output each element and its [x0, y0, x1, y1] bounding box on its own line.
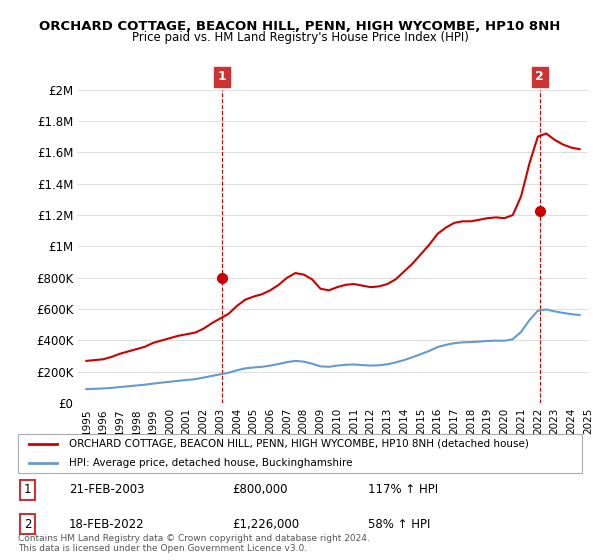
Text: 2: 2	[23, 517, 31, 530]
Text: £1,226,000: £1,226,000	[232, 517, 299, 530]
Text: 1: 1	[23, 483, 31, 496]
Text: Contains HM Land Registry data © Crown copyright and database right 2024.
This d: Contains HM Land Registry data © Crown c…	[18, 534, 370, 553]
Text: Price paid vs. HM Land Registry's House Price Index (HPI): Price paid vs. HM Land Registry's House …	[131, 31, 469, 44]
Text: ORCHARD COTTAGE, BEACON HILL, PENN, HIGH WYCOMBE, HP10 8NH (detached house): ORCHARD COTTAGE, BEACON HILL, PENN, HIGH…	[69, 439, 529, 449]
Text: 117% ↑ HPI: 117% ↑ HPI	[368, 483, 438, 496]
Text: 1: 1	[218, 71, 227, 83]
Text: 21-FEB-2003: 21-FEB-2003	[69, 483, 144, 496]
FancyBboxPatch shape	[18, 434, 582, 473]
Text: ORCHARD COTTAGE, BEACON HILL, PENN, HIGH WYCOMBE, HP10 8NH: ORCHARD COTTAGE, BEACON HILL, PENN, HIGH…	[40, 20, 560, 32]
Text: 18-FEB-2022: 18-FEB-2022	[69, 517, 145, 530]
Text: £800,000: £800,000	[232, 483, 288, 496]
Text: 2: 2	[535, 71, 544, 83]
Text: HPI: Average price, detached house, Buckinghamshire: HPI: Average price, detached house, Buck…	[69, 459, 352, 468]
Text: 58% ↑ HPI: 58% ↑ HPI	[368, 517, 430, 530]
